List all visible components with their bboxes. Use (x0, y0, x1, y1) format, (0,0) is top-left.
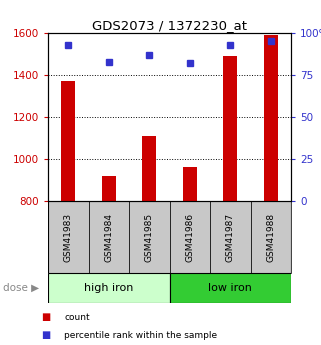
Text: low iron: low iron (208, 283, 252, 293)
Text: high iron: high iron (84, 283, 134, 293)
Title: GDS2073 / 1372230_at: GDS2073 / 1372230_at (92, 19, 247, 32)
Bar (48, 201, 89, 273)
Text: GSM41986: GSM41986 (185, 213, 194, 262)
Text: GSM41984: GSM41984 (104, 213, 113, 262)
Bar (169, 273, 291, 303)
Text: GSM41988: GSM41988 (266, 213, 275, 262)
Text: ■: ■ (42, 312, 51, 322)
Bar (264, 35, 278, 201)
Bar (61, 81, 75, 201)
Text: percentile rank within the sample: percentile rank within the sample (64, 331, 217, 339)
Bar (183, 167, 197, 201)
Bar (48, 273, 169, 303)
Bar (89, 201, 129, 273)
Text: ■: ■ (42, 330, 51, 340)
Bar (142, 136, 156, 201)
Text: GSM41983: GSM41983 (64, 213, 73, 262)
Text: count: count (64, 313, 90, 322)
Bar (223, 56, 237, 201)
Bar (250, 201, 291, 273)
Text: dose ▶: dose ▶ (3, 283, 39, 293)
Text: GSM41987: GSM41987 (226, 213, 235, 262)
Bar (129, 201, 169, 273)
Bar (102, 176, 116, 201)
Text: GSM41985: GSM41985 (145, 213, 154, 262)
Bar (169, 201, 210, 273)
Bar (210, 201, 250, 273)
